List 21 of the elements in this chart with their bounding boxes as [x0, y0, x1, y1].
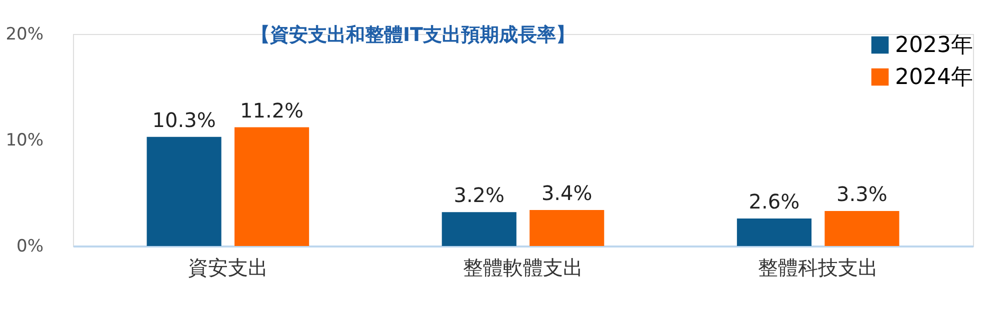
y-tick-label: 0%	[16, 236, 44, 256]
x-tick-label: 資安支出	[188, 256, 268, 280]
x-tick-label: 整體科技支出	[758, 256, 878, 280]
chart-title: 【資安支出和整體IT支出預期成長率】	[250, 24, 576, 46]
text: 3.2%	[454, 183, 505, 208]
y-tick-label: 10%	[6, 130, 44, 150]
bar	[146, 136, 222, 246]
bar	[442, 212, 516, 246]
legend-label: 2024年	[895, 65, 973, 90]
bar	[234, 127, 310, 246]
y-tick-label: 20%	[6, 24, 44, 44]
text: 3.4%	[541, 180, 592, 205]
bar	[824, 211, 900, 246]
x-tick-label: 整體軟體支出	[463, 256, 583, 280]
bar	[736, 218, 812, 246]
text: 11.2%	[240, 98, 304, 122]
legend-label: 2023年	[895, 33, 973, 58]
text: 10.3%	[152, 108, 216, 132]
text: 3.3%	[836, 182, 888, 206]
text: 2.6%	[748, 189, 800, 214]
bar	[530, 210, 604, 246]
